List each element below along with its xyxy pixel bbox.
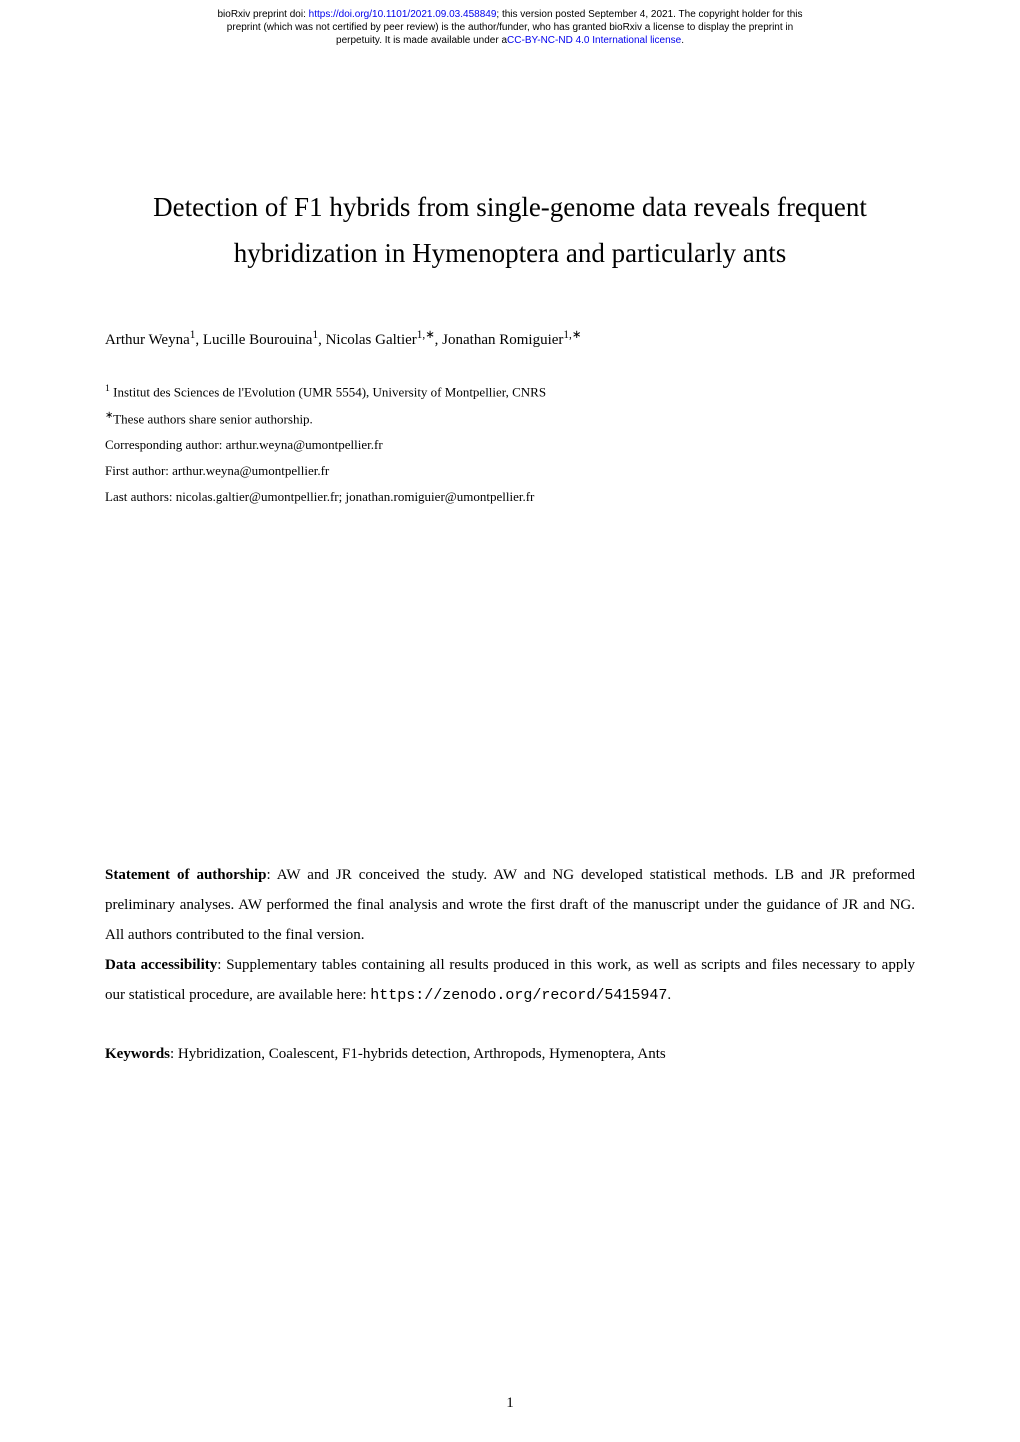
preprint-line1-prefix: bioRxiv preprint doi: [217,9,308,20]
author-4-name: Jonathan Romiguier [442,332,563,348]
author-2-name: Lucille Bourouina [203,332,313,348]
corresponding-author: Corresponding author: arthur.weyna@umont… [105,432,915,458]
data-accessibility-suffix: . [667,987,671,1003]
author-4-sup: 1,∗ [563,329,581,341]
statement-section: Statement of authorship: AW and JR conce… [105,860,915,1011]
preprint-line3-suffix: . [681,35,684,46]
senior-text: These authors share senior authorship. [113,411,313,426]
senior-authorship: ∗These authors share senior authorship. [105,406,915,432]
author-list: Arthur Weyna1, Lucille Bourouina1, Nicol… [105,327,915,352]
data-accessibility-label: Data accessibility [105,957,217,973]
author-3-sup: 1,∗ [417,329,435,341]
author-3-name: Nicolas Galtier [326,332,417,348]
statement-label: Statement of authorship [105,867,266,883]
doi-link[interactable]: https://doi.org/10.1101/2021.09.03.45884… [309,9,497,20]
institution-affiliation: 1 Institut des Sciences de l'Evolution (… [105,379,915,405]
keywords-label: Keywords [105,1046,170,1062]
last-authors: Last authors: nicolas.galtier@umontpelli… [105,484,915,510]
title-line2: hybridization in Hymenoptera and particu… [234,238,787,268]
page-content: Detection of F1 hybrids from single-geno… [0,185,1020,1069]
preprint-header: bioRxiv preprint doi: https://doi.org/10… [0,0,1020,55]
data-accessibility-url: https://zenodo.org/record/5415947 [370,987,667,1004]
preprint-line2: preprint (which was not certified by pee… [227,22,793,33]
institution-text: Institut des Sciences de l'Evolution (UM… [110,385,546,400]
author-1-sup: 1 [190,329,196,341]
affiliations-block: 1 Institut des Sciences de l'Evolution (… [105,379,915,510]
keywords-section: Keywords: Hybridization, Coalescent, F1-… [105,1039,915,1069]
title-line1: Detection of F1 hybrids from single-geno… [153,192,867,222]
author-2-sup: 1 [312,329,318,341]
keywords-text: : Hybridization, Coalescent, F1-hybrids … [170,1046,666,1062]
paper-title: Detection of F1 hybrids from single-geno… [105,185,915,277]
senior-sup: ∗ [105,410,113,421]
first-author: First author: arthur.weyna@umontpellier.… [105,458,915,484]
preprint-line3-prefix: perpetuity. It is made available under a [336,35,507,46]
statement-of-authorship: Statement of authorship: AW and JR conce… [105,860,915,950]
preprint-line1-suffix: ; this version posted September 4, 2021.… [496,9,802,20]
page-number: 1 [0,1395,1020,1412]
data-accessibility: Data accessibility: Supplementary tables… [105,950,915,1011]
author-1-name: Arthur Weyna [105,332,190,348]
license-link[interactable]: CC-BY-NC-ND 4.0 International license [507,35,681,46]
